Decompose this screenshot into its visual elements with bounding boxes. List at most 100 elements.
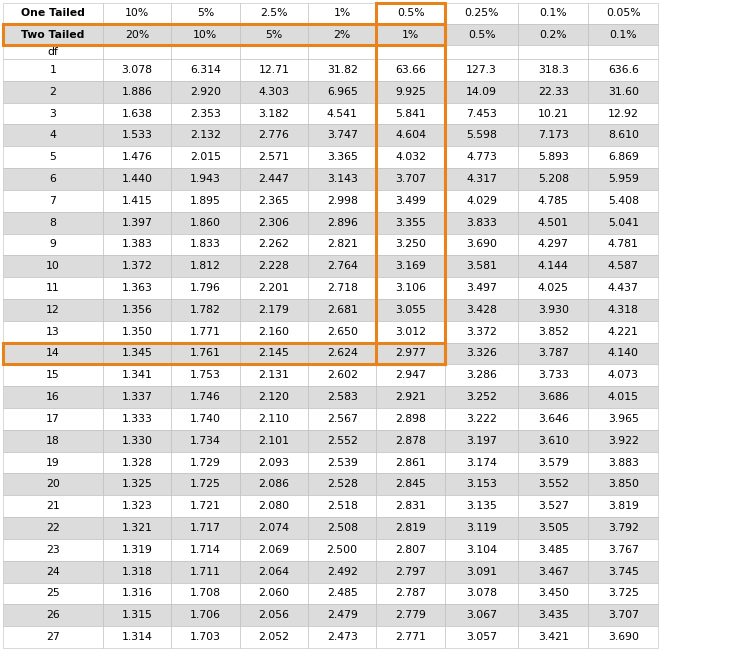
Bar bbox=[308, 168, 377, 190]
Bar bbox=[103, 626, 171, 648]
Text: 1.533: 1.533 bbox=[122, 130, 153, 141]
Text: 2.473: 2.473 bbox=[327, 632, 357, 642]
Text: 1.323: 1.323 bbox=[122, 501, 153, 511]
Text: 1.350: 1.350 bbox=[121, 327, 153, 337]
Text: df: df bbox=[48, 47, 58, 57]
Text: 2.132: 2.132 bbox=[190, 130, 221, 141]
Bar bbox=[239, 626, 308, 648]
Text: 2.896: 2.896 bbox=[327, 217, 357, 228]
Bar bbox=[103, 81, 171, 103]
Bar bbox=[518, 277, 589, 299]
Bar bbox=[445, 299, 518, 321]
Bar bbox=[103, 604, 171, 626]
Text: 63.66: 63.66 bbox=[395, 65, 426, 75]
Bar bbox=[103, 146, 171, 168]
Bar bbox=[377, 430, 445, 452]
Text: 14: 14 bbox=[46, 348, 59, 359]
Text: 1.341: 1.341 bbox=[122, 370, 153, 380]
Bar bbox=[589, 386, 658, 408]
Text: 1.638: 1.638 bbox=[122, 109, 153, 118]
Bar bbox=[171, 3, 239, 24]
Text: 3.581: 3.581 bbox=[466, 261, 497, 271]
Text: 3.767: 3.767 bbox=[608, 545, 639, 555]
Text: 3.365: 3.365 bbox=[327, 152, 357, 162]
Text: 4.303: 4.303 bbox=[258, 87, 289, 97]
Bar bbox=[103, 45, 171, 59]
Bar bbox=[239, 81, 308, 103]
Bar bbox=[103, 212, 171, 234]
Text: 3.497: 3.497 bbox=[466, 283, 497, 293]
Bar bbox=[589, 59, 658, 81]
Bar bbox=[445, 408, 518, 430]
Text: 21: 21 bbox=[46, 501, 59, 511]
Bar bbox=[3, 539, 103, 561]
Bar bbox=[239, 539, 308, 561]
Text: 2.552: 2.552 bbox=[327, 436, 357, 446]
Text: 6.965: 6.965 bbox=[327, 87, 357, 97]
Bar bbox=[445, 277, 518, 299]
Text: 1.860: 1.860 bbox=[190, 217, 221, 228]
Text: 9: 9 bbox=[49, 240, 57, 249]
Text: 7.173: 7.173 bbox=[538, 130, 569, 141]
Bar bbox=[377, 583, 445, 604]
Text: 12: 12 bbox=[46, 305, 59, 315]
Bar bbox=[239, 495, 308, 517]
Bar bbox=[445, 495, 518, 517]
Text: 3.078: 3.078 bbox=[121, 65, 153, 75]
Bar bbox=[171, 277, 239, 299]
Bar bbox=[589, 452, 658, 473]
Bar bbox=[171, 212, 239, 234]
Text: 9.925: 9.925 bbox=[395, 87, 426, 97]
Bar bbox=[518, 321, 589, 342]
Text: 10%: 10% bbox=[125, 8, 149, 18]
Text: 3.833: 3.833 bbox=[466, 217, 497, 228]
Text: 1.333: 1.333 bbox=[122, 414, 153, 424]
Text: 4.140: 4.140 bbox=[608, 348, 639, 359]
Text: 3.135: 3.135 bbox=[466, 501, 497, 511]
Bar bbox=[589, 124, 658, 146]
Bar bbox=[445, 517, 518, 539]
Text: 1.753: 1.753 bbox=[190, 370, 221, 380]
Text: 1.703: 1.703 bbox=[190, 632, 221, 642]
Text: 2.093: 2.093 bbox=[258, 458, 289, 467]
Bar bbox=[3, 342, 103, 365]
Text: 24: 24 bbox=[46, 566, 59, 577]
Text: 2.771: 2.771 bbox=[395, 632, 426, 642]
Text: 3.104: 3.104 bbox=[466, 545, 497, 555]
Bar bbox=[308, 146, 377, 168]
Text: 2.567: 2.567 bbox=[327, 414, 357, 424]
Text: 2.060: 2.060 bbox=[258, 589, 289, 598]
Bar bbox=[589, 234, 658, 255]
Text: 1.721: 1.721 bbox=[190, 501, 221, 511]
Bar bbox=[308, 365, 377, 386]
Bar bbox=[239, 365, 308, 386]
Bar bbox=[589, 190, 658, 212]
Bar bbox=[589, 495, 658, 517]
Bar bbox=[239, 321, 308, 342]
Text: 1.363: 1.363 bbox=[122, 283, 153, 293]
Text: 1.714: 1.714 bbox=[190, 545, 221, 555]
Text: 4.144: 4.144 bbox=[538, 261, 569, 271]
Text: 3.725: 3.725 bbox=[608, 589, 639, 598]
Bar bbox=[239, 3, 308, 24]
Text: 2.831: 2.831 bbox=[395, 501, 426, 511]
Bar bbox=[308, 342, 377, 365]
Bar bbox=[308, 561, 377, 583]
Bar bbox=[445, 59, 518, 81]
Bar bbox=[589, 604, 658, 626]
Bar bbox=[308, 473, 377, 495]
Text: 4: 4 bbox=[49, 130, 57, 141]
Text: 3.883: 3.883 bbox=[608, 458, 639, 467]
Text: 2.069: 2.069 bbox=[258, 545, 289, 555]
Bar bbox=[103, 583, 171, 604]
Text: 3.527: 3.527 bbox=[538, 501, 569, 511]
Bar bbox=[518, 212, 589, 234]
Bar bbox=[589, 146, 658, 168]
Bar bbox=[445, 452, 518, 473]
Text: 1.321: 1.321 bbox=[122, 523, 153, 533]
Bar bbox=[103, 495, 171, 517]
Text: 10.21: 10.21 bbox=[538, 109, 569, 118]
Bar bbox=[518, 59, 589, 81]
Bar bbox=[377, 59, 445, 81]
Bar bbox=[377, 604, 445, 626]
